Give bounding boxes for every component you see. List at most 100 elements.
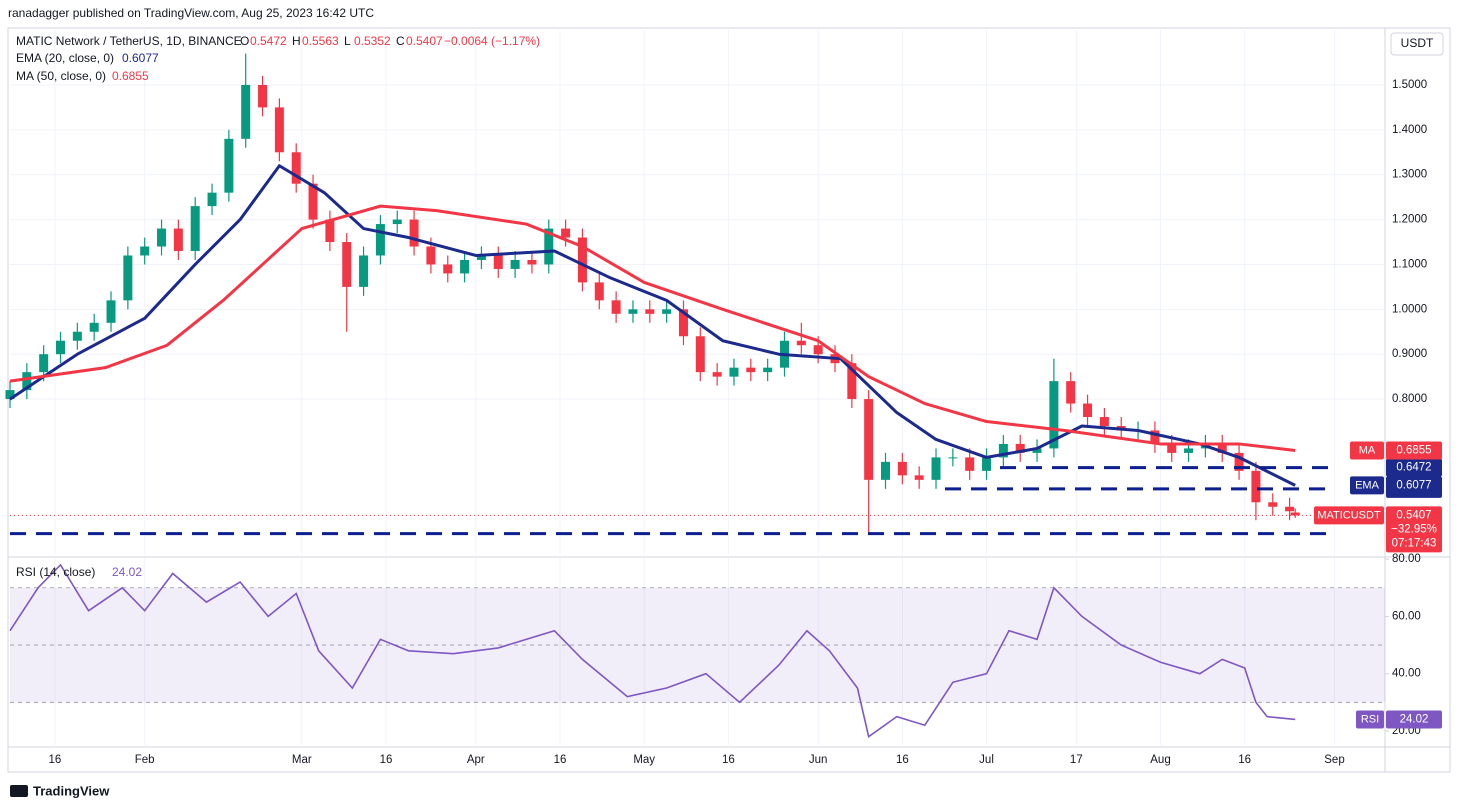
candle-body bbox=[140, 246, 150, 256]
candle-body bbox=[1290, 512, 1300, 516]
frame bbox=[7, 27, 1451, 773]
indicator-legend-value: 0.6855 bbox=[112, 69, 149, 83]
countdown-label: 07:17:43 bbox=[1392, 537, 1437, 549]
x-tick-label: 16 bbox=[722, 754, 735, 766]
candle-body bbox=[106, 300, 116, 323]
symbol-box bbox=[1314, 506, 1384, 525]
x-tick-label: Feb bbox=[135, 754, 155, 766]
candle-body bbox=[881, 461, 891, 480]
candle-body bbox=[577, 237, 587, 283]
x-tick-label: Jun bbox=[809, 754, 828, 766]
series-value-box bbox=[1386, 441, 1442, 460]
candle-body bbox=[1285, 506, 1295, 512]
candle-body bbox=[476, 255, 486, 260]
y-tick-label: 1.5000 bbox=[1392, 79, 1427, 91]
candle-body bbox=[746, 367, 756, 373]
candle-body bbox=[611, 300, 621, 314]
candle-body bbox=[948, 457, 958, 459]
candle-body bbox=[1167, 443, 1177, 453]
rsi-value: 24.02 bbox=[1400, 713, 1429, 725]
candle-body bbox=[813, 345, 823, 355]
candle-body bbox=[56, 340, 66, 355]
candle-body bbox=[123, 255, 133, 301]
x-tick-label: Aug bbox=[1150, 754, 1170, 766]
candle-body bbox=[1234, 452, 1244, 471]
ohlc-value: 0.5563 bbox=[302, 34, 339, 48]
candle-body bbox=[5, 390, 15, 400]
candle-body bbox=[914, 475, 924, 480]
rsi-tick-label: 80.00 bbox=[1392, 553, 1421, 565]
candle-body bbox=[982, 457, 992, 471]
candle-body bbox=[1217, 443, 1227, 453]
candle-body bbox=[1184, 448, 1194, 453]
candle-body bbox=[510, 259, 520, 269]
candle-body bbox=[224, 138, 234, 193]
candle-body bbox=[426, 246, 436, 265]
x-tick-label: 17 bbox=[1070, 754, 1083, 766]
x-tick-label: 16 bbox=[554, 754, 567, 766]
price-box bbox=[1386, 506, 1442, 553]
y-tick-label: 1.2000 bbox=[1392, 214, 1427, 226]
currency: USDT bbox=[1401, 36, 1434, 50]
candle-body bbox=[1099, 417, 1109, 426]
indicator-legend-value: 0.6077 bbox=[122, 51, 159, 65]
candle-body bbox=[662, 309, 672, 314]
candle-body bbox=[847, 363, 857, 400]
y-tick-label: 0.9000 bbox=[1392, 348, 1427, 360]
ohlc-key: L bbox=[344, 34, 351, 48]
y-tick-label: 1.3000 bbox=[1392, 169, 1427, 181]
candle-body bbox=[763, 367, 773, 373]
currency-box bbox=[1390, 32, 1444, 56]
series-name-box bbox=[1350, 476, 1384, 495]
indicator-legend: EMA (20, close, 0) bbox=[16, 51, 114, 65]
ohlc-value: 0.5472 bbox=[250, 34, 287, 48]
x-tick-label: 16 bbox=[380, 754, 393, 766]
symbol-title: MATIC Network / TetherUS, 1D, BINANCE bbox=[16, 34, 242, 48]
series-value-box bbox=[1386, 476, 1442, 495]
ohlc-key: H bbox=[292, 34, 301, 48]
candle-body bbox=[796, 340, 806, 346]
series-name: MA bbox=[1359, 444, 1376, 456]
candle-body bbox=[864, 399, 874, 480]
y-tick-label: 1.0000 bbox=[1392, 303, 1427, 315]
brand: TradingView bbox=[33, 783, 110, 798]
candle-body bbox=[22, 372, 32, 391]
symbol-label: MATICUSDT bbox=[1317, 509, 1381, 521]
candle-body bbox=[897, 461, 907, 476]
candle-body bbox=[695, 336, 705, 373]
x-tick-label: 16 bbox=[1238, 754, 1251, 766]
candle-body bbox=[190, 206, 200, 251]
change-label: −32.95% bbox=[1391, 523, 1437, 535]
series-value: 0.6077 bbox=[1396, 479, 1431, 491]
x-tick-label: Jul bbox=[979, 754, 994, 766]
series-name: EMA bbox=[1355, 479, 1380, 491]
y-tick-label: 1.4000 bbox=[1392, 124, 1427, 136]
y-tick-label: 1.1000 bbox=[1392, 258, 1427, 270]
rsi-value-box bbox=[1386, 710, 1442, 729]
candle-body bbox=[392, 219, 402, 225]
ohlc-key: O bbox=[240, 34, 249, 48]
y-tick-label: 0.8000 bbox=[1392, 393, 1427, 405]
candle-body bbox=[1268, 502, 1278, 507]
rsi-name: RSI bbox=[1361, 713, 1379, 725]
candle-body bbox=[72, 331, 82, 341]
candle-body bbox=[998, 443, 1008, 458]
x-tick-label: May bbox=[633, 754, 655, 766]
candle-body bbox=[965, 457, 975, 471]
candle-body bbox=[173, 228, 183, 251]
candle-body bbox=[678, 309, 688, 337]
price-label: 0.5407 bbox=[1396, 509, 1431, 521]
candle-body bbox=[443, 264, 453, 274]
candle-body bbox=[89, 322, 99, 332]
x-tick-label: 16 bbox=[48, 754, 61, 766]
candle-body bbox=[241, 84, 251, 139]
rsi-legend: RSI (14, close) bbox=[16, 565, 95, 579]
level-label-box bbox=[1386, 458, 1442, 477]
candle-body bbox=[342, 242, 352, 287]
candle-body bbox=[375, 224, 385, 256]
candle-body bbox=[544, 228, 554, 265]
indicator-line bbox=[9, 204, 1296, 452]
byline: ranadagger published on TradingView.com,… bbox=[8, 6, 374, 20]
rsi-name-box bbox=[1356, 710, 1384, 729]
